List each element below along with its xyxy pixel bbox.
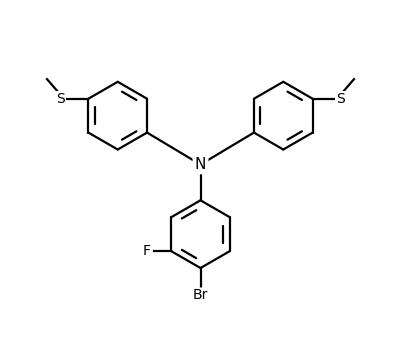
Text: S: S [336, 92, 344, 106]
Text: Br: Br [193, 288, 208, 302]
Text: F: F [143, 244, 151, 258]
Text: S: S [57, 92, 65, 106]
Text: N: N [195, 157, 206, 172]
